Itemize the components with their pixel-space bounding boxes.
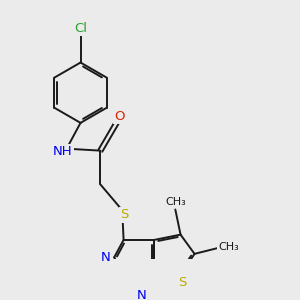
Text: S: S [178,276,187,289]
Text: CH₃: CH₃ [166,196,187,207]
Text: Cl: Cl [74,22,87,35]
Text: CH₃: CH₃ [218,242,239,252]
Text: NH: NH [53,145,73,158]
Text: N: N [100,251,110,264]
Text: S: S [120,208,128,221]
Text: O: O [114,110,124,123]
Text: N: N [137,290,147,300]
